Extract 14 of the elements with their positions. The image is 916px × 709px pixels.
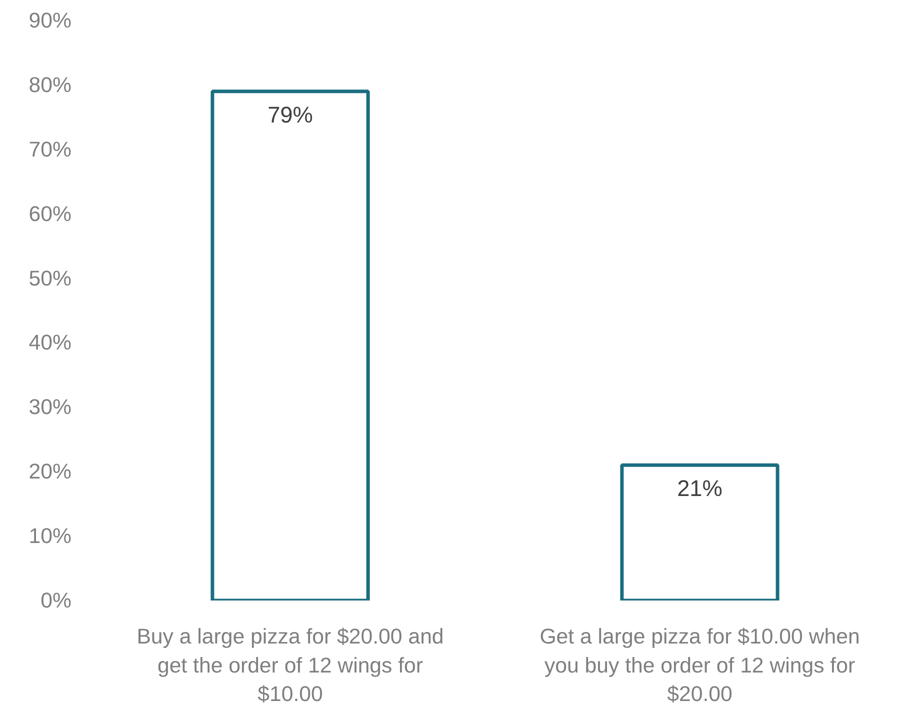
y-tick-label: 0% — [40, 588, 72, 612]
y-tick-label: 70% — [28, 137, 72, 162]
y-tick-label: 90% — [28, 8, 72, 32]
x-tick-label: Buy a large pizza for $20.00 and get the order of 12 wings for $10.00 — [136, 624, 444, 706]
y-tick-label: 30% — [28, 395, 72, 420]
data-label: 79% — [268, 101, 313, 128]
data-label: 21% — [677, 475, 722, 502]
y-tick-label: 40% — [28, 330, 72, 355]
y-tick-label: 80% — [28, 72, 72, 97]
y-tick-label: 20% — [28, 460, 72, 484]
y-tick-label: 50% — [28, 266, 72, 290]
y-tick-label: 10% — [28, 524, 72, 548]
x-tick-label: Get a large pizza for $10.00 when you buy the order of 12 wings for $20.00 — [540, 624, 860, 706]
y-tick-label: 60% — [28, 202, 72, 226]
